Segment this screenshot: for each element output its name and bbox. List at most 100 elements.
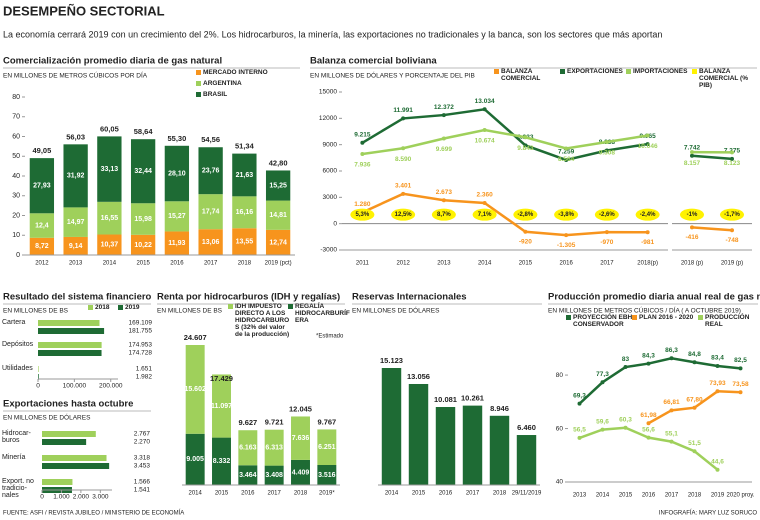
bar-segment [198, 147, 223, 195]
x-tick-label: 1.000 [53, 494, 70, 501]
point [564, 233, 569, 238]
legend-swatch [288, 304, 293, 309]
value-label: 55,1 [665, 430, 678, 437]
bar [42, 439, 87, 445]
note: *Estimado [316, 334, 344, 340]
value-label: 7,1% [478, 212, 492, 218]
point [441, 136, 446, 141]
chart-subtitle: EN MILLONES DE METROS CÚBICOS / DÍA ( A … [548, 306, 741, 315]
bar [38, 328, 105, 334]
bar-segment [130, 139, 156, 204]
value-label: 10,22 [134, 242, 152, 249]
point [482, 127, 487, 132]
value-label: 11,93 [168, 240, 185, 247]
value-label: -416 [685, 234, 698, 241]
x-tick-label: 2019 (pct) [265, 261, 292, 267]
point [669, 408, 674, 413]
pct-bubble [472, 208, 497, 221]
point [645, 133, 650, 138]
x-tick-label: 2016 [170, 261, 184, 267]
point [577, 401, 582, 406]
point [690, 153, 694, 158]
value-label: 12,5% [395, 212, 413, 218]
series-line [691, 226, 733, 232]
value-label: -2,6% [599, 212, 615, 218]
value-label: 86,3 [665, 347, 678, 354]
chart-title: Renta por hidrocarburos (IDH y regalías) [157, 292, 340, 303]
point [523, 229, 528, 234]
bar-segment [232, 228, 257, 255]
bar-segment [164, 145, 190, 202]
x-tick-label: 2017 [204, 261, 218, 267]
value-label: 51,5 [688, 440, 701, 447]
value-label: 9.843 [517, 145, 534, 152]
point [646, 421, 651, 426]
chart-title: Exportaciones hasta octubre [3, 399, 133, 410]
point [401, 116, 406, 121]
bar [38, 342, 102, 348]
value-label: 10.674 [475, 138, 495, 145]
legend-swatch [632, 315, 637, 320]
bar-segment [291, 416, 310, 460]
point [523, 135, 528, 140]
value-label: 5,3% [356, 212, 370, 218]
value-label: 56,6 [642, 426, 655, 433]
value-label: 1.651 [136, 366, 153, 373]
y-tick-label: 80 [556, 372, 564, 379]
value-label: 14,97 [67, 219, 85, 226]
legend-label: BRASIL [203, 91, 228, 98]
x-tick-label: 3.000 [92, 494, 109, 501]
value-label: 10,37 [101, 242, 119, 249]
point [730, 150, 734, 155]
value-label: -981 [641, 239, 654, 246]
value-label: 6.313 [265, 444, 283, 451]
legend-label: IDH IMPUESTO DIRECTO A LOS HIDROCARBUROS… [235, 303, 290, 338]
value-label: -1,7% [724, 212, 740, 218]
point [646, 361, 651, 366]
value-label: 11.991 [393, 107, 413, 114]
pct-bubble [350, 208, 375, 221]
value-label: 3.318 [134, 455, 151, 462]
value-label: -3,8% [558, 212, 574, 218]
point [730, 228, 734, 233]
value-label: 31,92 [67, 173, 85, 180]
value-label: 9.699 [436, 146, 453, 153]
point [692, 449, 697, 454]
bar-segment [317, 429, 337, 465]
value-label: 16,16 [236, 209, 254, 216]
bar-segment [212, 437, 231, 485]
legend-swatch [692, 69, 697, 74]
x-tick-label: 200.000 [99, 383, 123, 390]
value-label: 8.564 [558, 156, 575, 163]
x-tick-label: 2015 [619, 493, 633, 499]
point [360, 152, 365, 157]
bar-segment [212, 374, 231, 438]
bar-segment [130, 234, 156, 255]
x-tick-label: 2014 [385, 491, 399, 497]
value-label: -2,4% [640, 212, 656, 218]
value-label: 10.081 [434, 395, 457, 404]
x-tick-label: 2014 [188, 491, 202, 497]
value-label: 16,55 [101, 215, 119, 222]
value-label: 8.332 [213, 458, 231, 465]
value-label: 7.742 [684, 144, 701, 151]
x-tick-label: 29/11/2019 [512, 491, 542, 497]
x-tick-label: 0 [40, 494, 44, 501]
legend-label: 2018 [95, 304, 110, 311]
y-tick-label: 30 [12, 193, 20, 200]
category-label: Minería [2, 454, 26, 461]
chart-subtitle: EN MILLONES DE METROS CÚBICOS POR DÍA [3, 71, 148, 80]
y-tick-label: 0 [16, 252, 20, 259]
x-tick-label: 2018 [688, 493, 702, 499]
x-tick-label: 2018 (p) [681, 261, 703, 267]
x-tick-label: 2015 [215, 491, 229, 497]
pct-bubble [594, 208, 619, 221]
bar-segment [29, 237, 55, 255]
bar [42, 463, 110, 469]
bar-segment [198, 194, 223, 230]
y-tick-label: 40 [12, 173, 20, 180]
value-label: 2.360 [476, 192, 493, 199]
pct-bubble [635, 208, 660, 221]
value-label: 9.005 [186, 456, 204, 463]
